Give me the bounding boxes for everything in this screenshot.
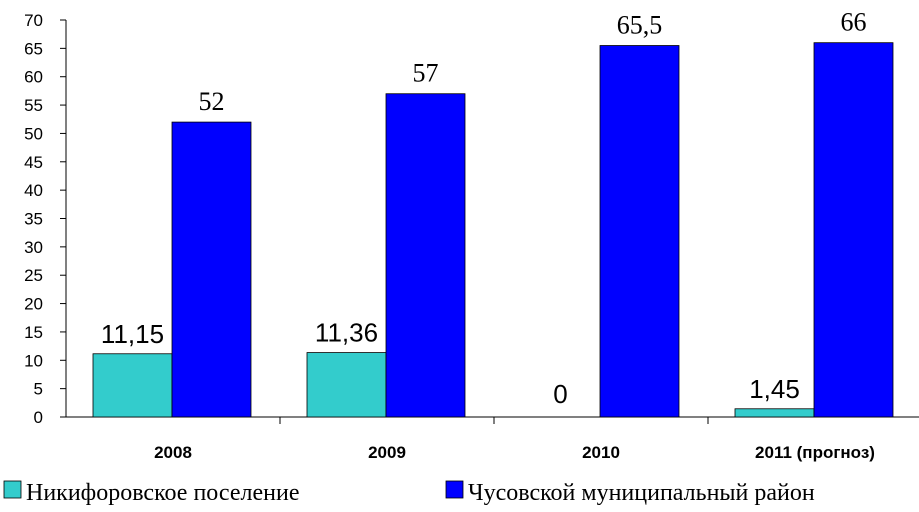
y-tick-label: 25 [24, 266, 43, 285]
bar-series2 [385, 93, 466, 418]
bar-series1 [734, 408, 815, 418]
y-tick-label: 55 [24, 96, 43, 115]
legend-swatch [445, 480, 464, 499]
bar-series2 [171, 121, 252, 418]
y-tick-label: 20 [24, 295, 43, 314]
y-tick-label: 0 [34, 408, 43, 427]
y-tick-label: 30 [24, 238, 43, 257]
data-label: 66 [841, 8, 867, 37]
bar-series2 [813, 42, 894, 418]
data-label: 1,45 [749, 374, 800, 404]
legend-label: Чусовской муниципальный район [468, 480, 815, 506]
y-tick-label: 45 [24, 153, 43, 172]
bar-series2 [599, 45, 680, 418]
y-tick-label: 50 [24, 124, 43, 143]
x-tick-label: 2008 [154, 443, 192, 462]
legend-label: Никифоровское поселение [26, 480, 299, 506]
data-label: 0 [553, 379, 567, 409]
y-tick-label: 40 [24, 181, 43, 200]
data-label: 52 [199, 87, 225, 116]
bar-series1 [306, 352, 387, 418]
legend-swatch [3, 480, 22, 499]
y-tick-label: 70 [24, 11, 43, 30]
data-label: 11,15 [101, 319, 164, 349]
data-label: 65,5 [617, 11, 663, 40]
data-label: 57 [413, 59, 439, 88]
y-tick-label: 15 [24, 323, 43, 342]
y-tick-label: 35 [24, 210, 43, 229]
x-tick-label: 2011 (прогноз) [755, 443, 875, 462]
x-tick-label: 2009 [368, 443, 406, 462]
y-tick-label: 10 [24, 351, 43, 370]
y-tick-label: 5 [34, 380, 43, 399]
y-tick-label: 60 [24, 68, 43, 87]
data-label: 11,36 [315, 318, 378, 348]
y-tick-label: 65 [24, 39, 43, 58]
bar-series1 [92, 353, 173, 418]
x-tick-label: 2010 [582, 443, 620, 462]
